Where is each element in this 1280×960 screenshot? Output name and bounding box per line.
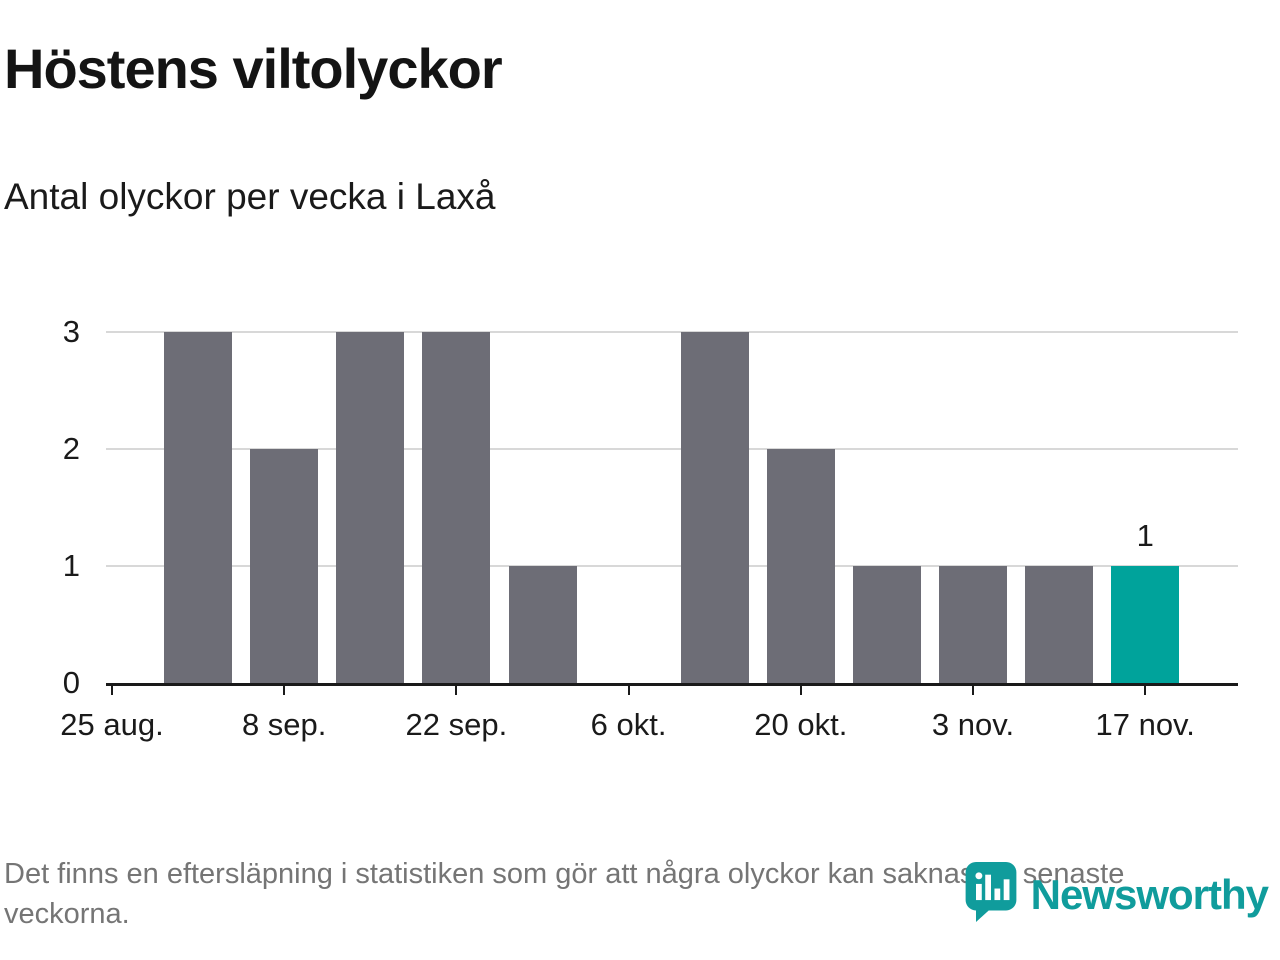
y-axis-tick-label: 3	[62, 314, 80, 349]
x-axis-tick	[111, 686, 113, 695]
x-axis-tick	[972, 686, 974, 695]
bar	[250, 449, 319, 683]
newsworthy-logo: Newsworthy	[965, 862, 1269, 927]
gridline	[106, 448, 1238, 450]
x-axis-tick-label: 6 okt.	[590, 707, 667, 742]
y-axis-tick-label: 2	[62, 431, 80, 466]
bar	[508, 566, 577, 683]
bar	[422, 332, 491, 683]
x-axis-tick-label: 20 okt.	[754, 707, 848, 742]
bar	[852, 566, 921, 683]
gridline	[106, 331, 1238, 333]
newsworthy-wordmark: Newsworthy	[1030, 870, 1269, 918]
x-axis-tick	[627, 686, 630, 695]
bar	[680, 332, 749, 683]
x-axis-tick	[799, 686, 802, 695]
chart-subtitle: Antal olyckor per vecka i Laxå	[4, 176, 496, 217]
page-title: Höstens viltolyckor	[4, 37, 503, 100]
bar	[336, 332, 405, 683]
bar	[766, 449, 835, 683]
footnote: Det finns en eftersläpning i statistiken…	[4, 858, 1125, 930]
bar	[939, 566, 1007, 683]
x-axis-tick	[1144, 686, 1147, 695]
bar-value-label: 1	[1136, 518, 1154, 553]
newsworthy-pin-icon	[965, 862, 1017, 927]
gridline	[106, 565, 1238, 567]
x-axis-tick-label: 8 sep.	[241, 707, 327, 742]
y-axis-tick-label: 0	[62, 665, 80, 700]
bar	[164, 332, 233, 683]
x-axis-tick	[283, 686, 286, 695]
bar-highlight	[1111, 566, 1180, 683]
x-axis-tick-label: 22 sep.	[405, 707, 508, 742]
x-axis-line	[106, 683, 1238, 686]
x-axis-tick-label: 25 aug.	[60, 707, 164, 742]
bar	[1025, 566, 1094, 683]
x-axis-tick	[455, 686, 458, 695]
x-axis-tick-label: 3 nov.	[931, 707, 1015, 742]
x-axis-tick-label: 17 nov.	[1095, 707, 1195, 742]
y-axis-tick-label: 1	[62, 548, 80, 583]
